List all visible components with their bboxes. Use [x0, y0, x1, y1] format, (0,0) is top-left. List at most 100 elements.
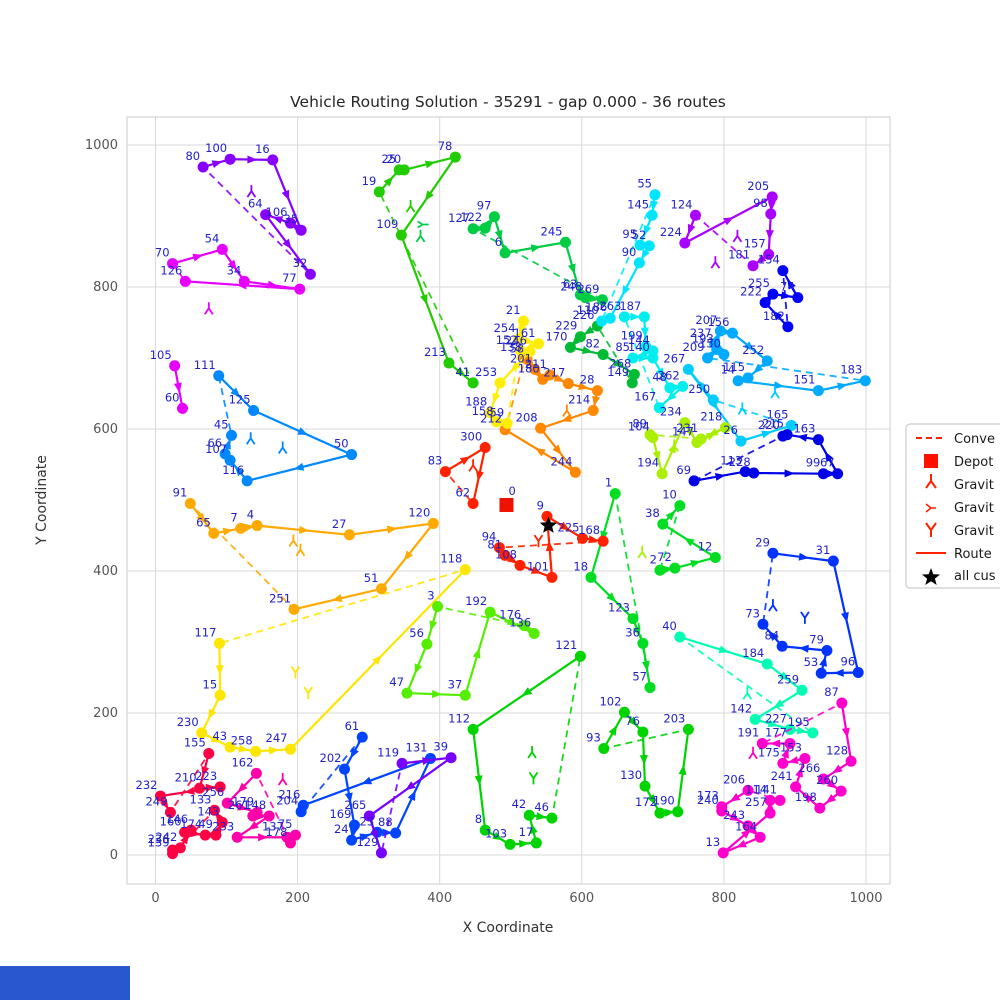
customer-point: [749, 713, 761, 725]
customer-point: [488, 211, 500, 223]
customer-point: [179, 275, 191, 287]
gravity-marker-icon: [528, 771, 539, 785]
customer-label: 207: [695, 313, 717, 327]
customer-point: [587, 405, 599, 417]
customer-point: [669, 562, 681, 574]
customer-point: [210, 829, 222, 841]
customer-label: 241: [771, 769, 793, 783]
customer-point: [807, 727, 819, 739]
window-corner-artifact: [0, 966, 130, 1000]
gravity-marker-icon: [770, 386, 780, 399]
customer-label: 14: [720, 363, 735, 377]
customer-label: 211: [525, 357, 547, 371]
gravity-marker-icon: [562, 404, 572, 418]
gravity-marker-icon: [748, 746, 758, 760]
customer-point: [247, 810, 259, 822]
direction-arrow: [641, 660, 650, 672]
customer-point: [208, 527, 220, 539]
customer-point: [653, 402, 665, 414]
customer-point: [717, 847, 729, 859]
direction-arrow: [770, 739, 781, 748]
direction-arrow: [361, 776, 373, 785]
customer-label: 190: [653, 794, 675, 808]
customer-label: 126: [160, 263, 182, 277]
customer-label: 259: [777, 672, 799, 686]
customer-point: [574, 331, 586, 343]
customer-point: [761, 658, 773, 670]
customer-point: [467, 498, 479, 510]
legend-item-convex: Conve: [916, 432, 995, 447]
direction-arrow: [359, 833, 371, 842]
customer-point: [714, 325, 726, 337]
customer-point: [637, 637, 649, 649]
x-tick-label: 200: [285, 891, 310, 906]
customer-label: 50: [334, 437, 349, 451]
customer-point: [174, 842, 186, 854]
direction-arrow: [536, 812, 547, 821]
customer-label: 146: [166, 812, 188, 826]
direction-arrow: [237, 782, 248, 793]
customer-point: [574, 650, 586, 662]
direction-arrow: [201, 766, 210, 777]
direction-arrow: [344, 792, 353, 804]
customer-label: 104: [628, 420, 650, 434]
customer-point: [767, 547, 779, 559]
customer-point: [167, 258, 179, 270]
direction-arrow: [796, 433, 808, 442]
direction-arrow: [237, 802, 248, 811]
customer-point: [338, 763, 350, 775]
legend-item-depot: Depot: [924, 454, 993, 470]
direction-arrow: [567, 263, 576, 275]
customer-label: 120: [408, 505, 430, 519]
customer-point: [363, 810, 375, 822]
customer-point: [546, 571, 558, 583]
customer-label: 65: [196, 515, 211, 529]
customer-point: [513, 333, 525, 345]
gravity-marker-icon: [527, 746, 537, 759]
y-tick-label: 1000: [85, 138, 118, 153]
customer-label: 113: [720, 454, 742, 468]
customer-point: [739, 466, 751, 478]
customer-label: 268: [609, 356, 631, 370]
direction-arrow: [559, 521, 570, 531]
customer-point: [815, 667, 827, 679]
customer-label: 64: [248, 197, 263, 211]
customer-label: 55: [637, 177, 652, 191]
customer-label: 45: [214, 417, 229, 431]
direction-arrow: [650, 200, 659, 211]
customer-label: 133: [190, 792, 212, 806]
customer-point: [443, 357, 455, 369]
direction-arrow: [652, 450, 661, 462]
direction-arrow: [589, 294, 600, 303]
legend-item-all-customers: all cus: [922, 568, 996, 585]
direction-arrow: [832, 764, 843, 774]
customer-point: [836, 697, 848, 709]
direction-arrow: [523, 336, 535, 345]
customer-label: 137: [262, 819, 284, 833]
customer-point: [777, 430, 789, 442]
tri-left-icon: [925, 503, 936, 513]
direction-arrow: [613, 358, 624, 368]
customer-label: 95: [622, 227, 637, 241]
direction-arrow: [510, 361, 521, 372]
direction-arrow: [383, 176, 394, 187]
customer-point: [817, 468, 829, 480]
customer-point: [735, 435, 747, 447]
customer-point: [646, 209, 658, 221]
direction-arrow: [841, 612, 849, 623]
direction-arrow: [211, 160, 223, 169]
customer-point: [343, 529, 355, 541]
legend-item-gravity-1: Gravit: [925, 474, 994, 493]
customer-label: 150: [699, 336, 721, 350]
x-tick-label: 0: [151, 891, 159, 906]
direction-arrow: [666, 391, 677, 402]
direction-arrow: [192, 253, 204, 262]
direction-arrow: [281, 189, 290, 201]
direction-arrow: [767, 201, 776, 212]
customer-label: 67: [820, 456, 835, 470]
customer-label: 188: [465, 395, 487, 409]
direction-arrow: [788, 756, 799, 764]
customer-point: [251, 520, 263, 532]
customer-point: [859, 375, 871, 387]
star-icon: [922, 568, 940, 585]
